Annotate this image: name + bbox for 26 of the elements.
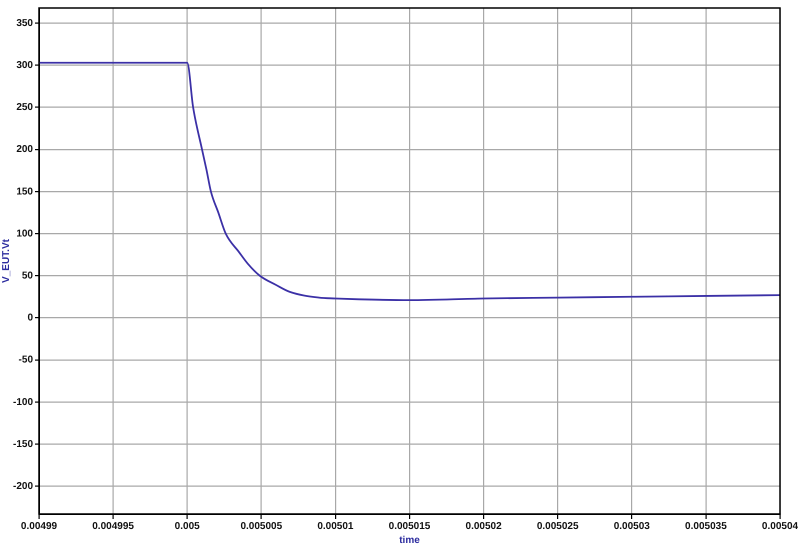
y-tick-label: -100 <box>12 396 34 408</box>
x-tick-label: 0.00504 <box>762 520 799 532</box>
line-series <box>39 62 780 302</box>
x-tick-label: 0.00503 <box>614 520 650 532</box>
y-tick-label: 200 <box>16 144 34 156</box>
x-tick-label: 0.005035 <box>685 520 728 532</box>
y-tick-label: 50 <box>22 270 34 282</box>
y-tick-label: 100 <box>16 228 34 240</box>
y-axis-title: V_EUT.Vt <box>0 238 12 283</box>
y-tick-label: -50 <box>18 354 34 366</box>
y-tick-label: 300 <box>16 60 34 71</box>
x-tick-label: 0.00499 <box>20 520 58 532</box>
x-tick-label: 0.005 <box>174 520 200 532</box>
x-tick-label: 0.005025 <box>536 520 579 532</box>
y-tick-label: 350 <box>16 18 34 29</box>
y-tick-label: -200 <box>12 480 34 492</box>
x-tick-label: 0.005005 <box>240 520 283 532</box>
x-tick-label: 0.004995 <box>92 520 134 532</box>
x-tick-label: 0.00502 <box>466 520 502 532</box>
x-tick-label: 0.00501 <box>317 520 354 532</box>
y-tick-label: 250 <box>16 102 34 114</box>
y-tick-label: 150 <box>16 186 34 198</box>
x-axis-title: time <box>399 534 420 546</box>
y-tick-label: 0 <box>27 312 34 324</box>
y-tick-label: -150 <box>12 438 34 450</box>
x-tick-label: 0.005015 <box>388 520 431 532</box>
